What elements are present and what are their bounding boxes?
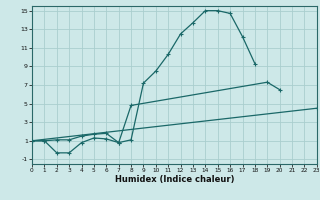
X-axis label: Humidex (Indice chaleur): Humidex (Indice chaleur) <box>115 175 234 184</box>
